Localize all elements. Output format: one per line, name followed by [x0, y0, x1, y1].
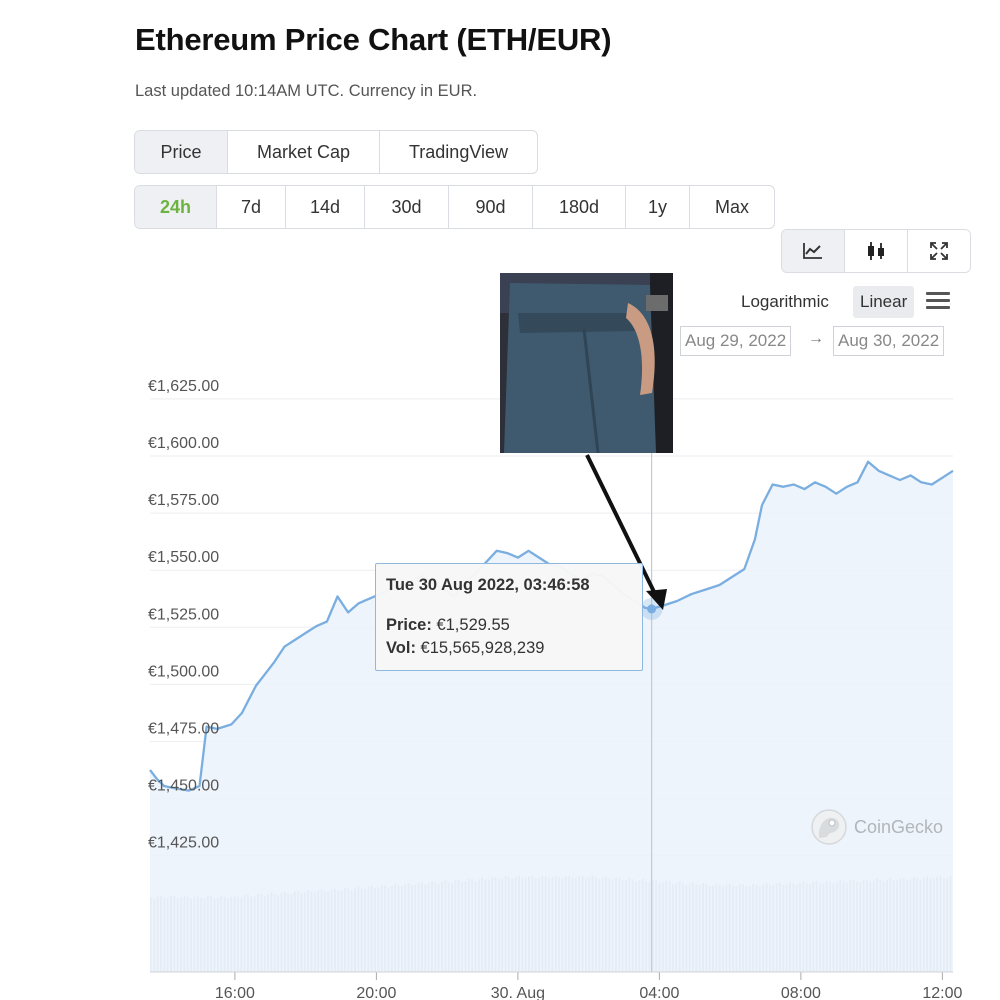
tooltip-timestamp: Tue 30 Aug 2022, 03:46:58 [386, 576, 590, 594]
annotation-arrow-line [585, 454, 661, 603]
tab-tradingview[interactable]: TradingView [408, 141, 509, 162]
tab-price[interactable]: Price [135, 131, 228, 173]
gecko-logo-icon [811, 809, 847, 845]
scale-logarithmic[interactable]: Logarithmic [741, 292, 829, 311]
y-tick-label: €1,600.00 [148, 435, 219, 452]
y-tick-label: €1,450.00 [148, 778, 219, 795]
last-updated-text: Last updated 10:14AM UTC. Currency in EU… [135, 82, 478, 100]
date-from-field[interactable]: Aug 29, 2022 [680, 326, 792, 356]
range-7d[interactable]: 7d [217, 186, 286, 228]
x-tick-label: 04:00 [639, 985, 679, 1000]
y-tick-label: €1,525.00 [148, 606, 219, 623]
x-tick-label: 20:00 [356, 985, 396, 1000]
x-tick-label: 30. Aug [491, 985, 545, 1000]
price-tooltip: Tue 30 Aug 2022, 03:46:58 Price: €1,529.… [375, 563, 643, 671]
x-axis-labels: 16:00 20:00 30. Aug 04:00 08:00 12:00 [150, 971, 963, 1000]
y-tick-label: €1,625.00 [148, 378, 219, 395]
x-tick-label: 12:00 [922, 985, 962, 1000]
y-axis-labels: €1,625.00 €1,600.00 €1,575.00 €1,550.00 €1,5… [148, 378, 219, 852]
line-chart-button[interactable] [782, 230, 845, 272]
date-to-field[interactable]: Aug 30, 2022 [833, 326, 945, 356]
y-tick-label: €1,475.00 [148, 721, 219, 738]
hamburger-menu-icon[interactable] [926, 292, 950, 312]
tooltip-vol-label: Vol: [386, 639, 416, 657]
arrow-right-icon: → [808, 330, 824, 347]
range-180d[interactable]: 180d [533, 186, 626, 228]
x-tick-label: 08:00 [781, 985, 821, 1000]
range-90d[interactable]: 90d [449, 186, 533, 228]
hover-point [647, 604, 657, 614]
range-30d[interactable]: 30d [365, 186, 449, 228]
coingecko-text: CoinGecko [854, 816, 944, 837]
fullscreen-icon [930, 242, 948, 260]
y-tick-label: €1,575.00 [148, 492, 219, 509]
coingecko-watermark: CoinGecko [810, 808, 943, 846]
chart-tools [781, 229, 971, 273]
candlestick-button[interactable] [845, 230, 908, 272]
y-tick-label: €1,550.00 [148, 549, 219, 566]
y-tick-label: €1,500.00 [148, 663, 219, 680]
time-range-selector: 24h 7d 14d 30d 90d 180d 1y Max [134, 185, 775, 229]
inset-photo [500, 273, 673, 453]
tooltip-price-value: €1,529.55 [436, 616, 510, 634]
tooltip-vol-value: €15,565,928,239 [420, 639, 545, 657]
tooltip-price-label: Price: [386, 616, 432, 634]
fullscreen-button[interactable] [908, 230, 970, 272]
range-max[interactable]: Max [714, 196, 749, 217]
tab-market-cap[interactable]: Market Cap [228, 131, 380, 173]
y-tick-label: €1,425.00 [148, 835, 219, 852]
range-14d[interactable]: 14d [286, 186, 365, 228]
chart-type-tabs: Price Market Cap TradingView [134, 130, 538, 174]
range-24h[interactable]: 24h [135, 186, 217, 228]
page-title: Ethereum Price Chart (ETH/EUR) [135, 22, 612, 57]
line-chart-icon [803, 243, 822, 259]
candlestick-icon [868, 242, 884, 260]
scale-linear[interactable]: Linear [853, 286, 915, 318]
price-area [150, 461, 953, 972]
price-line [149, 460, 954, 792]
annotation-arrowhead [646, 589, 667, 610]
range-1y[interactable]: 1y [626, 186, 690, 228]
x-tick-label: 16:00 [215, 985, 255, 1000]
